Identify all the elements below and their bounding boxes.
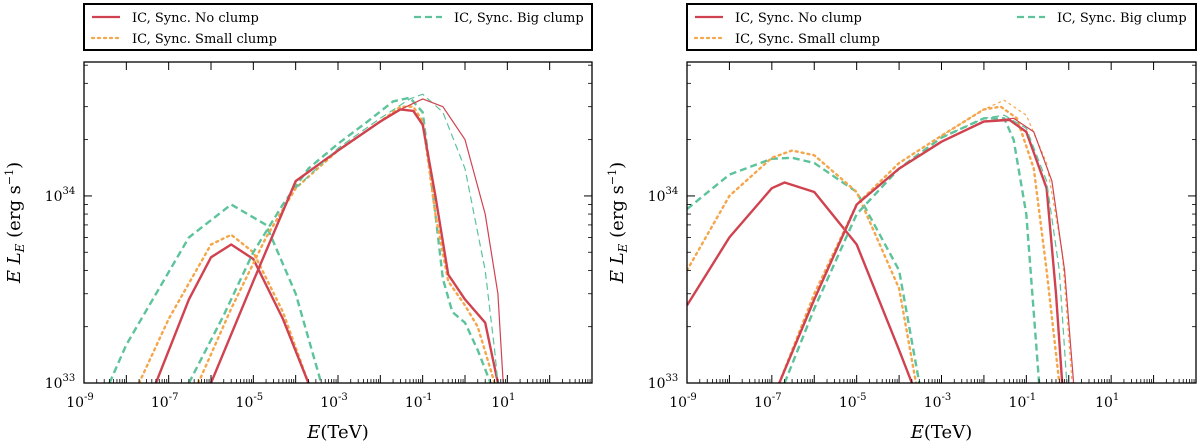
series-line-2	[687, 181, 914, 383]
series-line-3	[187, 96, 492, 383]
x-tick-exponent: -3	[338, 392, 348, 403]
x-tick-exponent: -5	[253, 392, 263, 403]
x-tick-label: 10-1	[1009, 392, 1037, 411]
x-tick-label: 101	[491, 392, 515, 411]
y-tick-exponent: 33	[63, 373, 76, 384]
series-line-8	[941, 117, 1075, 383]
x-tick-label: 10-1	[405, 392, 433, 411]
y-tick-exponent: 34	[666, 186, 679, 197]
x-tick-label: 10-9	[669, 392, 697, 411]
y-tick-label: 1033	[45, 373, 76, 392]
series-line-4	[197, 105, 496, 383]
x-tick-label: 10-3	[320, 392, 348, 411]
x-tick-label: 10-5	[236, 392, 264, 411]
series-line-7	[295, 98, 504, 383]
x-tick-exponent: -1	[423, 392, 433, 403]
series-line-0	[687, 156, 921, 383]
x-tick-exponent: -1	[1026, 392, 1036, 403]
x-tick-label: 10-5	[839, 392, 867, 411]
series-line-1	[687, 149, 918, 383]
legend-label-1: IC, Sync. Small clump	[132, 32, 277, 47]
series-line-4	[778, 105, 1061, 383]
legend-label-1: IC, Sync. Small clump	[735, 32, 880, 47]
y-tick-exponent: 34	[63, 186, 76, 197]
x-tick-exponent: -7	[169, 392, 179, 403]
x-tick-exponent: -9	[687, 392, 697, 403]
legend: IC, Sync. No clump IC, Sync. Small clump I…	[83, 3, 593, 51]
chart-panel-right: 10-9 10-7 10-5 10-3 10-1 101 1033 1034 E(TeV) E L…	[606, 3, 1197, 443]
series-line-0	[108, 203, 323, 383]
series-line-5	[209, 108, 500, 383]
series-group	[108, 93, 504, 383]
series-line-6	[941, 114, 1068, 383]
chart-panel-left: 10-9 10-7 10-5 10-3 10-1 101 1033 1034 E(TeV) E L…	[3, 3, 593, 443]
x-tick-exponent: -9	[84, 392, 94, 403]
plot-frame	[83, 61, 593, 384]
x-tick-exponent: -3	[942, 392, 952, 403]
series-group	[687, 99, 1075, 383]
legend-label-2: IC, Sync. Big clump	[1057, 11, 1187, 26]
x-tick-exponent: -5	[857, 392, 867, 403]
x-axis-label: E(TeV)	[910, 422, 972, 443]
series-line-5	[778, 118, 1064, 383]
legend-label-0: IC, Sync. No clump	[735, 11, 862, 26]
y-axis-label: E LE (erg s−1)	[606, 162, 630, 284]
x-tick-label: 10-7	[754, 392, 782, 411]
series-line-6	[295, 93, 499, 383]
x-tick-label: 10-9	[66, 392, 94, 411]
y-tick-label: 1034	[648, 186, 679, 205]
y-axis-label: E LE (erg s−1)	[3, 162, 27, 284]
x-tick-label: 101	[1095, 392, 1119, 411]
legend-frame	[83, 3, 593, 51]
x-tick-label: 10-3	[924, 392, 952, 411]
legend-label-0: IC, Sync. No clump	[132, 11, 259, 26]
legend-frame	[686, 3, 1197, 51]
y-tick-label: 1034	[45, 186, 76, 205]
x-tick-label: 10-7	[151, 392, 179, 411]
x-axis-label: E(TeV)	[306, 422, 368, 443]
plot-frame	[686, 61, 1197, 384]
x-tick-exponent: 1	[509, 392, 515, 403]
legend-label-2: IC, Sync. Big clump	[454, 11, 584, 26]
legend: IC, Sync. No clump IC, Sync. Small clump I…	[686, 3, 1197, 51]
y-tick-label: 1033	[648, 373, 679, 392]
series-line-2	[154, 243, 310, 383]
x-tick-exponent: 1	[1113, 392, 1119, 403]
y-tick-exponent: 33	[666, 373, 679, 384]
x-tick-exponent: -7	[772, 392, 782, 403]
